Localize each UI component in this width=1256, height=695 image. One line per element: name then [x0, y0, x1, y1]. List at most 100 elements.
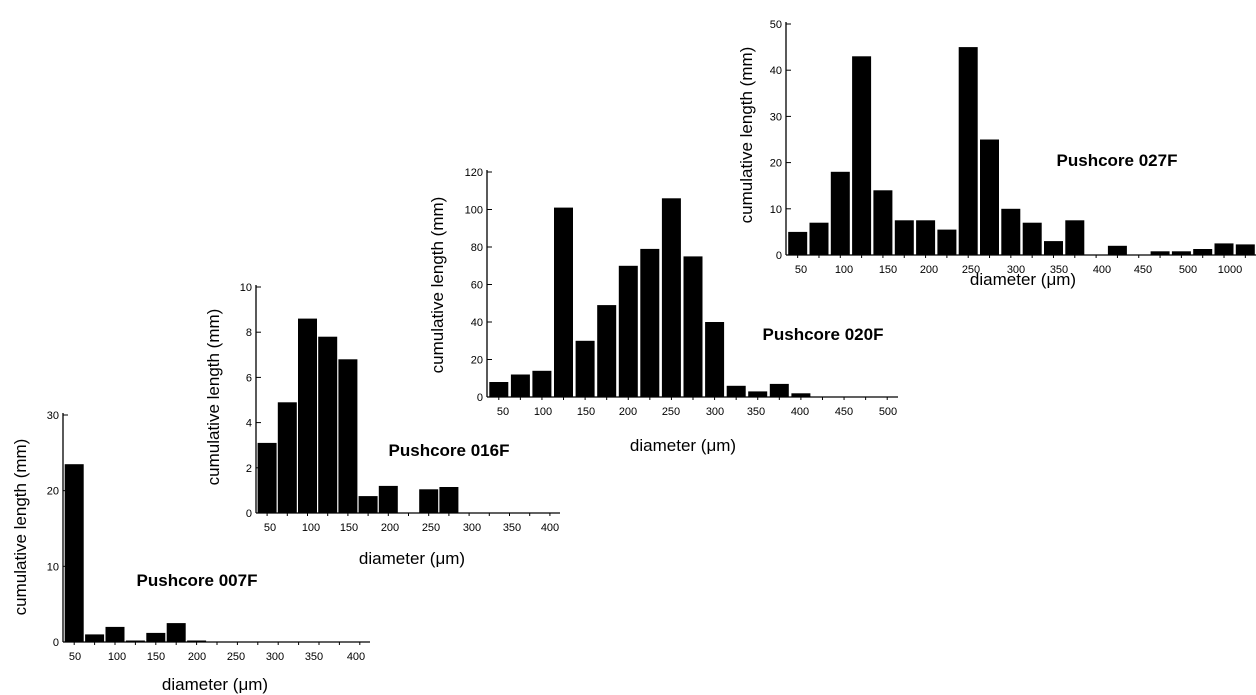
x-tick-label-027f-250: 250 — [962, 264, 980, 276]
x-tick-label-016f-50: 50 — [264, 522, 276, 534]
x-axis-title-007f: diameter (μm) — [162, 675, 268, 694]
x-tick-label-027f-100: 100 — [835, 264, 853, 276]
x-tick-label-016f-350: 350 — [503, 522, 521, 534]
bar-020f-100 — [532, 370, 552, 398]
x-tick-label-020f-500: 500 — [879, 406, 897, 418]
x-tick-label-020f-400: 400 — [791, 406, 809, 418]
bar-027f-225 — [937, 229, 957, 255]
bar-020f-325 — [726, 385, 746, 398]
y-tick-label-027f-10: 10 — [770, 204, 782, 216]
y-tick-label-027f-30: 30 — [770, 111, 782, 123]
panel-title-016f: Pushcore 016F — [389, 441, 510, 460]
x-tick-label-020f-450: 450 — [835, 406, 853, 418]
y-tick-label-016f-2: 2 — [246, 463, 252, 475]
y-tick-label-020f-60: 60 — [471, 280, 483, 292]
y-tick-label-027f-50: 50 — [770, 19, 782, 31]
bar-020f-200 — [618, 265, 638, 398]
x-tick-label-027f-200: 200 — [920, 264, 938, 276]
bar-027f-500 — [1171, 251, 1191, 255]
bar-020f-125 — [554, 207, 573, 397]
y-tick-label-007f-10: 10 — [47, 561, 59, 573]
bar-027f-1250 — [1235, 244, 1255, 255]
bar-027f-375 — [1065, 220, 1085, 255]
x-tick-label-027f-400: 400 — [1093, 264, 1111, 276]
bar-027f-75 — [809, 222, 829, 255]
x-tick-label-016f-150: 150 — [340, 522, 358, 534]
bar-020f-300 — [705, 322, 725, 397]
y-axis-title-016f: cumulative length (mm) — [204, 309, 223, 486]
x-tick-label-020f-250: 250 — [662, 406, 680, 418]
bar-007f-175 — [166, 623, 186, 642]
bar-020f-150 — [575, 340, 595, 398]
bar-020f-75 — [510, 374, 530, 397]
bar-027f-425 — [1107, 245, 1127, 255]
bar-016f-125 — [318, 336, 338, 513]
y-tick-label-027f-40: 40 — [770, 65, 782, 77]
y-tick-label-020f-80: 80 — [471, 242, 483, 254]
x-axis-title-016f: diameter (μm) — [359, 549, 465, 568]
y-axis-title-020f: cumulative length (mm) — [428, 197, 447, 374]
bar-020f-175 — [597, 305, 617, 397]
bar-016f-50 — [257, 442, 277, 513]
panel-title-007f: Pushcore 007F — [137, 571, 258, 590]
y-tick-label-016f-6: 6 — [246, 372, 252, 384]
bar-027f-475 — [1150, 251, 1170, 255]
bar-007f-150 — [146, 632, 166, 642]
bar-020f-350 — [748, 391, 768, 397]
y-axis-title-007f: cumulative length (mm) — [11, 439, 30, 616]
x-tick-label-016f-250: 250 — [422, 522, 440, 534]
bar-027f-200 — [916, 220, 936, 255]
x-tick-label-027f-300: 300 — [1007, 264, 1025, 276]
x-tick-label-016f-400: 400 — [541, 522, 559, 534]
bar-016f-275 — [439, 487, 459, 513]
x-axis-title-027f: diameter (μm) — [970, 270, 1076, 289]
bar-016f-200 — [378, 485, 398, 513]
bar-027f-175 — [894, 220, 914, 255]
bar-020f-400 — [791, 393, 811, 398]
y-tick-label-007f-20: 20 — [47, 486, 59, 498]
panel-title-020f: Pushcore 020F — [763, 325, 884, 344]
y-tick-label-020f-40: 40 — [471, 317, 483, 329]
x-tick-label-007f-250: 250 — [227, 651, 245, 663]
x-tick-label-027f-150: 150 — [879, 264, 897, 276]
x-tick-label-027f-450: 450 — [1134, 264, 1152, 276]
y-tick-label-007f-0: 0 — [53, 637, 59, 649]
x-tick-label-007f-350: 350 — [305, 651, 323, 663]
bar-016f-150 — [338, 359, 358, 513]
x-tick-label-016f-300: 300 — [463, 522, 481, 534]
bar-027f-325 — [1022, 222, 1042, 255]
y-tick-label-020f-20: 20 — [471, 355, 483, 367]
bar-020f-275 — [683, 256, 703, 397]
x-tick-label-020f-200: 200 — [619, 406, 637, 418]
x-tick-label-007f-100: 100 — [108, 651, 126, 663]
bar-027f-150 — [873, 190, 893, 255]
y-tick-label-016f-8: 8 — [246, 327, 252, 339]
bar-007f-200 — [187, 640, 207, 642]
bar-007f-100 — [105, 626, 125, 642]
x-tick-label-020f-300: 300 — [706, 406, 724, 418]
bar-027f-125 — [852, 56, 872, 255]
bar-027f-750 — [1193, 249, 1213, 255]
x-tick-label-027f-1000: 1000 — [1218, 264, 1242, 276]
x-tick-label-027f-350: 350 — [1050, 264, 1068, 276]
bar-020f-375 — [769, 383, 789, 397]
bar-016f-75 — [277, 402, 297, 513]
x-tick-label-007f-300: 300 — [266, 651, 284, 663]
x-axis-title-020f: diameter (μm) — [630, 436, 736, 455]
x-tick-label-020f-150: 150 — [577, 406, 595, 418]
bar-027f-250 — [958, 47, 978, 255]
bar-027f-100 — [830, 171, 850, 255]
bar-027f-300 — [1001, 208, 1021, 255]
y-tick-label-027f-0: 0 — [776, 250, 782, 262]
bar-007f-125 — [125, 640, 145, 642]
y-tick-label-016f-10: 10 — [240, 282, 252, 294]
bar-016f-250 — [419, 489, 439, 513]
y-tick-label-020f-0: 0 — [477, 392, 483, 404]
x-tick-label-007f-200: 200 — [188, 651, 206, 663]
x-tick-label-007f-50: 50 — [69, 651, 81, 663]
bar-007f-75 — [85, 634, 105, 642]
bar-007f-50 — [64, 464, 84, 642]
bar-016f-175 — [358, 496, 378, 513]
y-tick-label-020f-100: 100 — [465, 205, 483, 217]
